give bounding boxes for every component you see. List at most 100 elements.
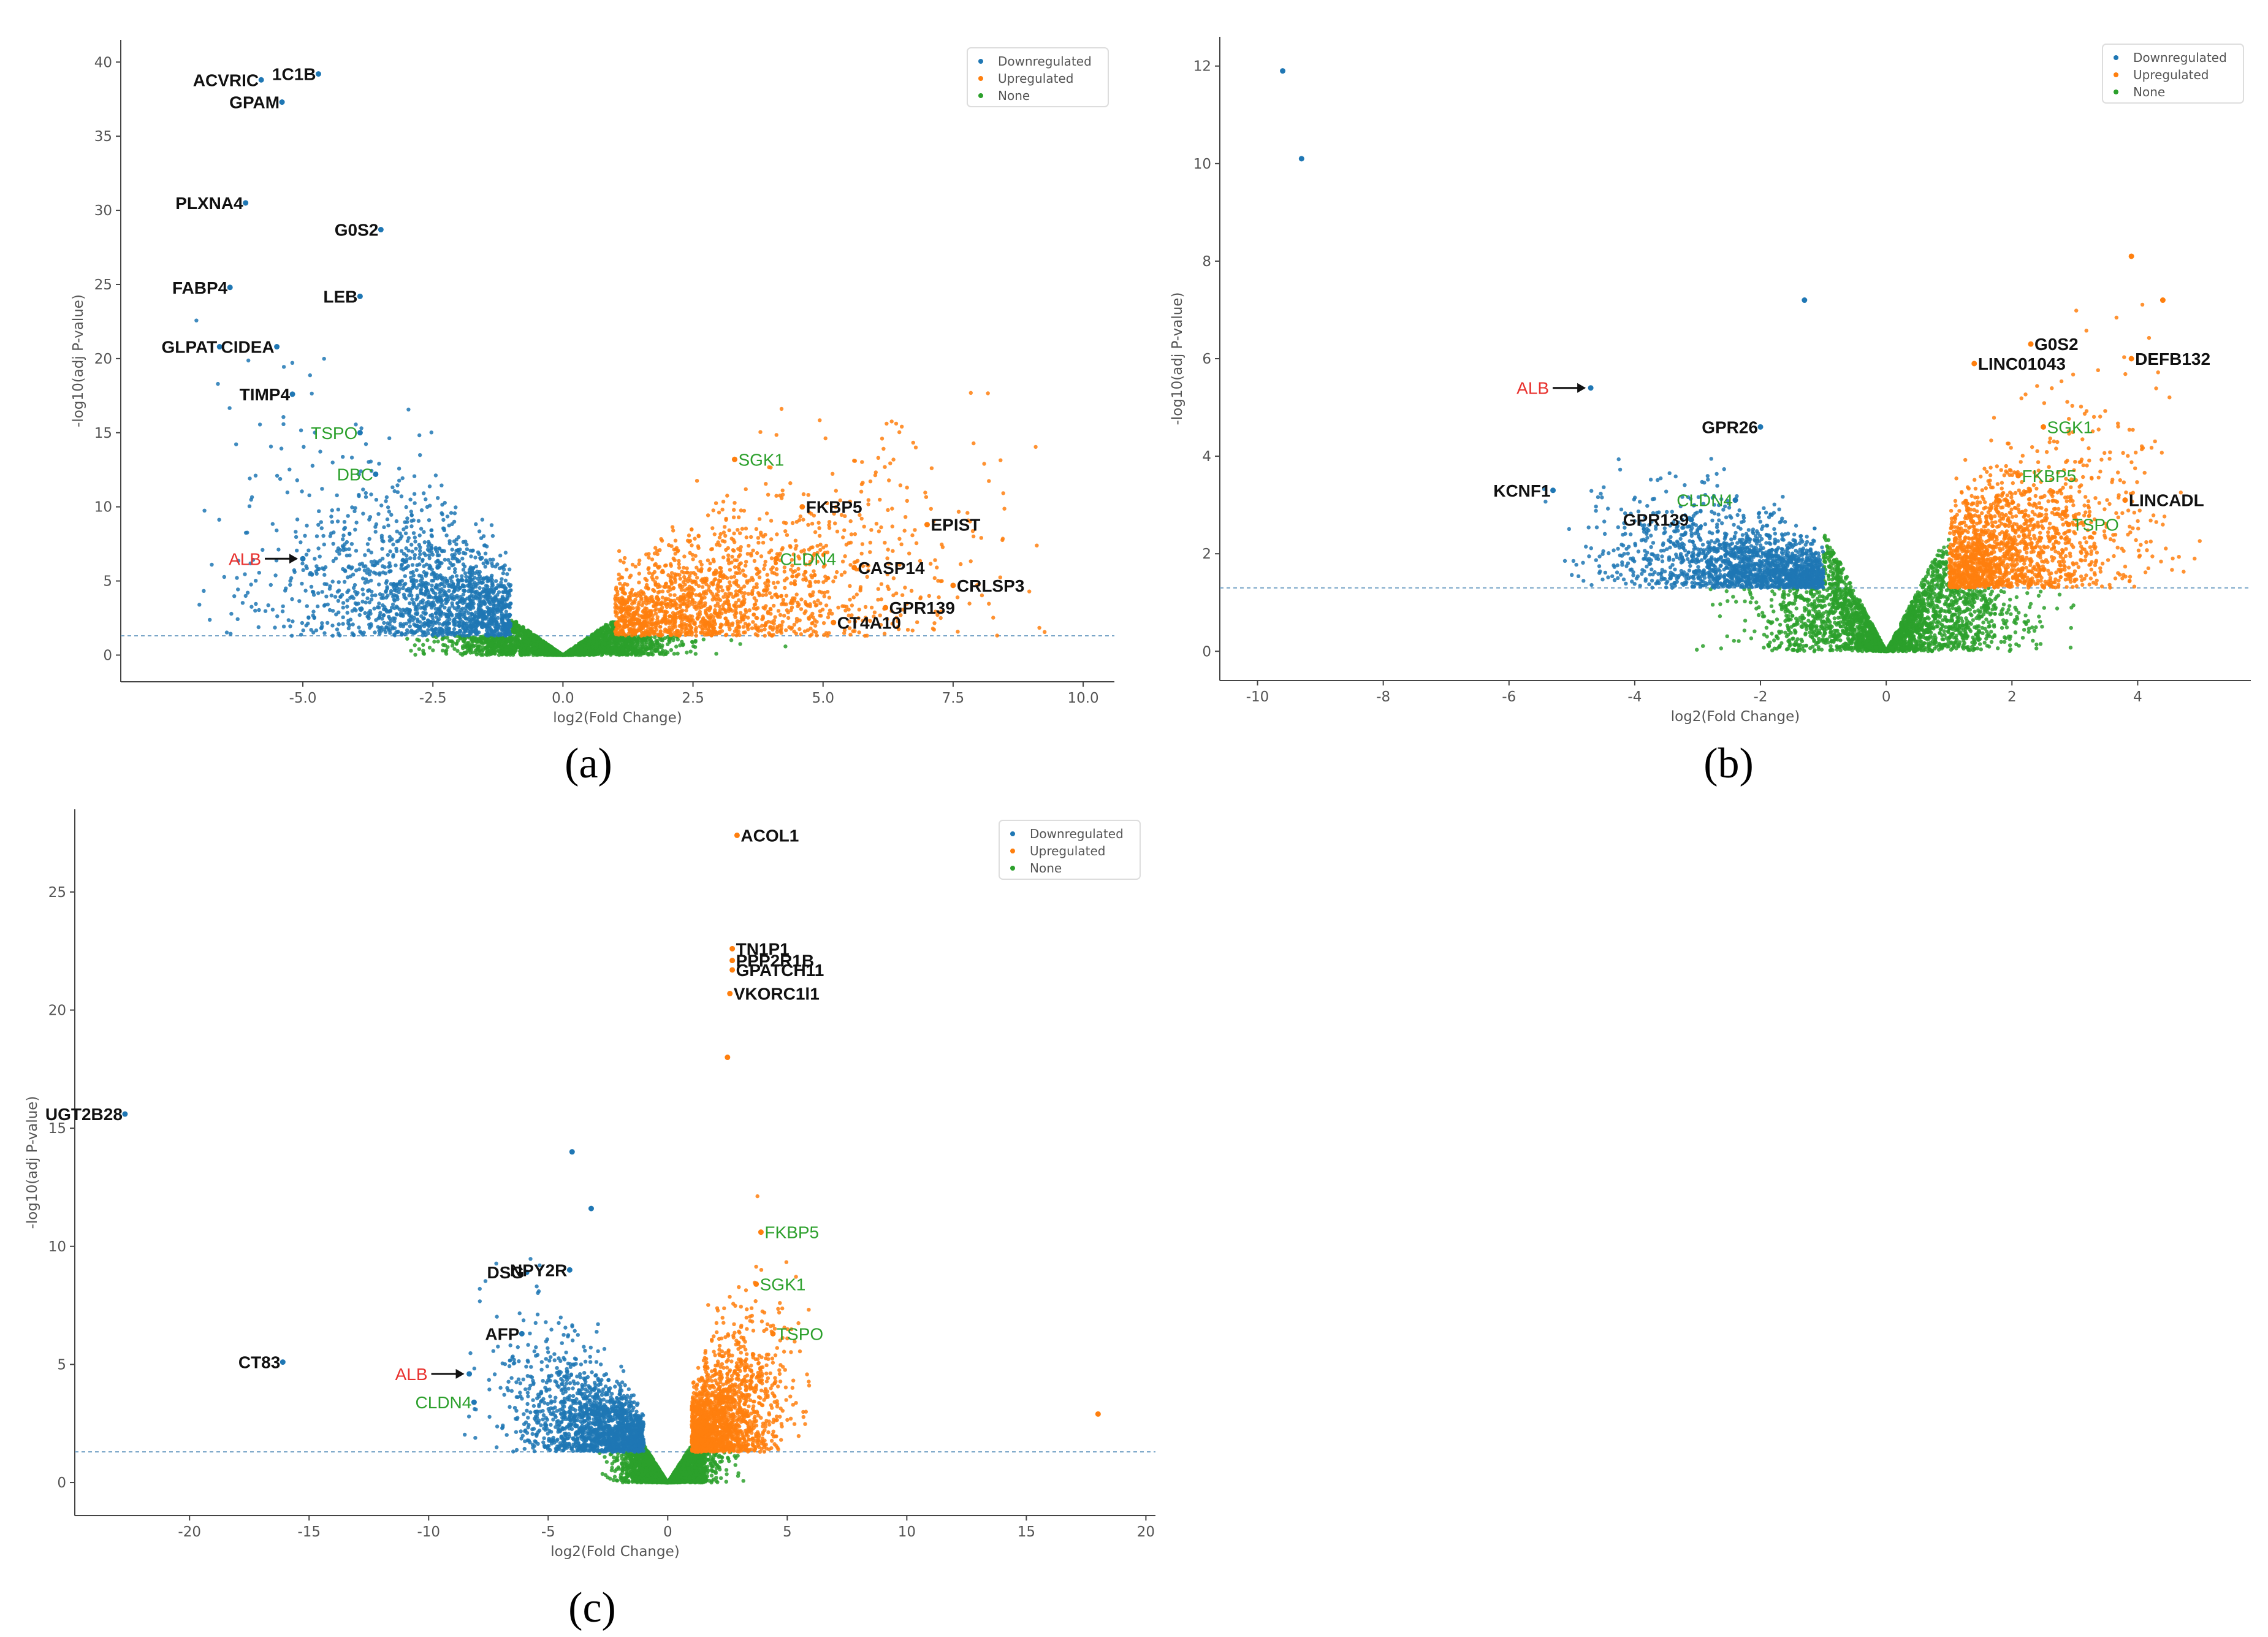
scatter-point [319,626,324,630]
scatter-point [438,631,442,635]
scatter-point [263,609,268,613]
scatter-point [434,583,439,587]
scatter-point [335,519,340,524]
scatter-point [286,618,291,622]
scatter-point [431,600,436,605]
scatter-point [506,639,511,643]
scatter-point [678,643,682,647]
scatter-point [620,643,625,647]
scatter-point [782,614,786,618]
scatter-point [400,633,404,637]
scatter-point [413,535,417,540]
scatter-point [411,531,416,535]
scatter-point [295,517,300,522]
scatter-point [317,509,321,513]
scatter-point [513,624,518,628]
scatter-point [783,644,788,649]
scatter-point [538,643,542,647]
scatter-point [473,555,478,560]
scatter-point [886,508,890,513]
scatter-point [424,562,428,567]
scatter-point [968,391,973,395]
scatter-point [275,528,279,533]
scatter-point [441,648,445,653]
scatter-point [379,503,384,508]
scatter-point [637,644,642,649]
scatter-point [376,616,381,620]
scatter-point [618,581,622,586]
scatter-point [361,511,365,516]
scatter-point [253,608,257,613]
scatter-point [253,473,258,478]
scatter-point [249,497,253,502]
scatter-point [240,601,245,605]
scatter-point [294,535,299,539]
scatter-point [816,521,821,525]
scatter-point [320,590,324,594]
scatter-point [322,603,327,607]
scatter-point [717,604,721,609]
scatter-point [421,584,425,588]
scatter-point [222,574,226,579]
scatter-point [608,639,612,643]
scatter-point [909,589,914,593]
scatter-point [216,381,220,386]
scatter-point [325,620,330,625]
scatter-point [474,564,479,568]
scatter-point [387,535,392,539]
scatter-point [759,554,764,559]
scatter-point [610,625,615,629]
scatter-point [636,653,641,657]
scatter-point [835,570,839,574]
scatter-point [411,582,416,587]
scatter-point [452,511,457,516]
scatter-point [360,587,365,592]
scatter-point [405,516,409,521]
scatter-point [400,476,405,481]
scatter-point [464,574,468,579]
scatter-point [485,592,489,596]
scatter-point [247,504,252,508]
scatter-point [310,464,315,468]
scatter-point [476,592,481,596]
scatter-point [232,594,237,598]
scatter-point [362,630,366,635]
scatter-point [678,576,683,581]
scatter-point [375,605,380,609]
scatter-point [405,520,409,524]
scatter-point [330,624,335,628]
scatter-point [234,442,238,446]
scatter-point [295,478,299,483]
scatter-point [392,598,397,603]
scatter-point [368,569,373,573]
scatter-point [283,589,287,593]
scatter-point [387,614,391,619]
scatter-point [482,624,487,628]
scatter-point [308,572,312,576]
scatter-point [462,588,466,593]
scatter-point [393,633,397,638]
scatter-point [463,633,468,638]
scatter-point [429,543,433,548]
scatter-point [321,533,325,538]
scatter-point [383,571,388,576]
scatter-point [447,566,451,570]
scatter-point [622,560,626,565]
scatter-point [433,473,438,478]
scatter-point [485,560,489,565]
scatter-point [495,608,500,612]
scatter-point [366,579,370,584]
scatter-point [385,586,389,590]
scatter-point [403,632,407,636]
scatter-point [907,551,911,555]
scatter-point [596,652,600,656]
scatter-point [268,445,273,449]
scatter-point [775,580,780,585]
scatter-point [354,549,359,553]
scatter-point [860,460,864,464]
scatter-point [680,639,684,644]
scatter-point [466,628,471,633]
scatter-point [469,600,473,604]
x-tick-label: 0.0 [552,690,574,706]
scatter-point [402,559,406,563]
